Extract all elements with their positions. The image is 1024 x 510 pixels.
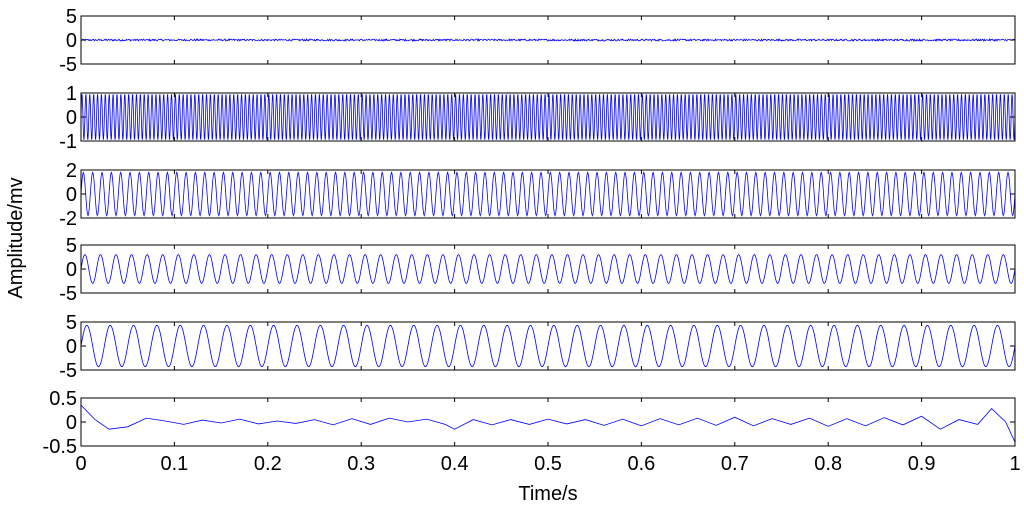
series-line-panel-1 bbox=[81, 38, 1015, 43]
y-tick-label: 0.5 bbox=[49, 388, 77, 410]
y-tick-label: 5 bbox=[66, 6, 77, 28]
y-tick-label: 0 bbox=[66, 184, 77, 206]
y-tick-label: 0 bbox=[66, 107, 77, 129]
y-tick-label: -2 bbox=[59, 208, 77, 230]
panel-2: 10-1 bbox=[59, 83, 1016, 153]
x-tick-label: 0.4 bbox=[441, 453, 469, 475]
y-axis-title: Amplitude/mv bbox=[5, 177, 27, 298]
y-tick-label: -5 bbox=[59, 360, 77, 382]
y-tick-label: -0.5 bbox=[43, 436, 77, 458]
x-tick-label: 0.3 bbox=[347, 453, 375, 475]
y-tick-label: 0 bbox=[66, 336, 77, 358]
series-line-panel-6 bbox=[81, 404, 1015, 443]
y-tick-label: -1 bbox=[59, 131, 77, 153]
y-tick-label: 2 bbox=[66, 160, 77, 182]
panel-4: 50-5 bbox=[59, 235, 1016, 305]
x-axis-title: Time/s bbox=[518, 483, 577, 505]
series-line-panel-4 bbox=[81, 254, 1015, 284]
y-tick-label: 1 bbox=[66, 83, 77, 105]
y-tick-label: -5 bbox=[59, 54, 77, 76]
panel-3: 20-2 bbox=[59, 160, 1016, 230]
series-line-panel-3 bbox=[81, 171, 1015, 217]
x-tick-label: 0.9 bbox=[908, 453, 936, 475]
x-tick-label: 0.7 bbox=[721, 453, 749, 475]
y-tick-label: 0 bbox=[66, 412, 77, 434]
y-tick-label: 5 bbox=[66, 235, 77, 257]
series-line-panel-2 bbox=[81, 94, 1015, 140]
x-tick-label: 0 bbox=[75, 453, 86, 475]
x-tick-label: 0.6 bbox=[627, 453, 655, 475]
x-tick-label: 1 bbox=[1009, 453, 1020, 475]
y-tick-label: -5 bbox=[59, 283, 77, 305]
panel-5: 50-5 bbox=[59, 312, 1016, 382]
y-tick-label: 5 bbox=[66, 312, 77, 334]
x-tick-label: 0.8 bbox=[814, 453, 842, 475]
y-tick-label: 0 bbox=[66, 30, 77, 52]
y-tick-label: 0 bbox=[66, 259, 77, 281]
panel-6: 0.50-0.5 bbox=[43, 388, 1016, 458]
panel-1: 50-5 bbox=[59, 6, 1016, 76]
series-line-panel-5 bbox=[81, 324, 1015, 368]
x-tick-label: 0.1 bbox=[160, 453, 188, 475]
x-tick-label: 0.2 bbox=[254, 453, 282, 475]
x-tick-label: 0.5 bbox=[534, 453, 562, 475]
